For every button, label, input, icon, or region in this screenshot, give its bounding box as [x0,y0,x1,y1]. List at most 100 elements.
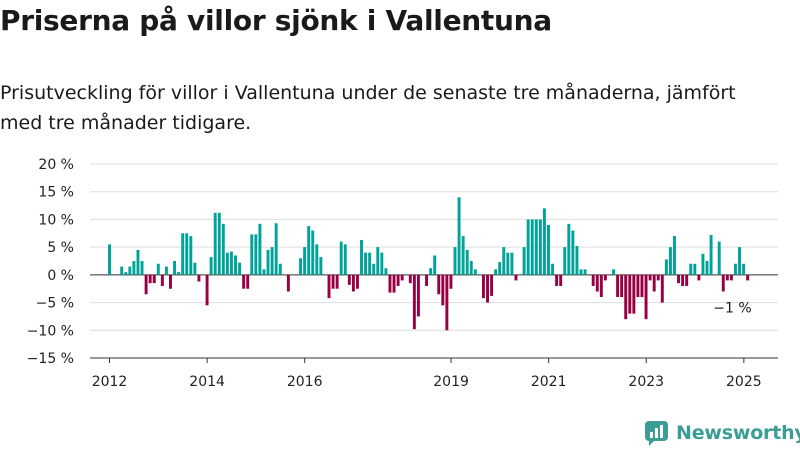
bar [738,247,741,275]
bar [258,223,262,275]
bar [437,274,441,295]
y-tick-label: −15 % [27,351,74,367]
bar [351,274,355,292]
bar [514,274,518,281]
bar [197,274,201,282]
y-tick-label: −5 % [36,296,74,312]
bar [729,274,733,281]
bar [181,233,185,275]
bar [445,274,449,331]
bar [721,274,725,292]
newsworthy-logo: Newsworthy [644,420,800,446]
bar [185,233,189,275]
y-tick-label: 0 % [47,268,74,284]
bar [217,212,221,275]
bar [640,274,644,298]
bar [177,272,181,275]
bar [559,274,563,286]
bar [368,252,372,275]
bar [652,274,656,292]
bar [307,226,311,275]
bar [319,257,323,275]
bar [502,247,506,275]
bar [229,251,233,275]
bar [160,274,164,286]
bar [140,261,144,275]
bar [547,224,550,275]
x-tick-label: 2016 [287,374,323,390]
bar [136,249,140,275]
x-tick-label: 2023 [628,374,664,390]
bar [481,274,485,299]
bar [668,247,672,275]
bar [538,219,542,275]
bar [384,268,388,275]
y-tick-label: 5 % [47,240,74,256]
bar [315,244,319,275]
bar [689,263,693,275]
bar [108,244,111,275]
bar [697,274,701,281]
bar [128,266,132,275]
bar [429,268,433,275]
bar [164,266,168,275]
bar [262,269,266,275]
bar [246,274,250,289]
bar [343,244,347,275]
bar [286,274,290,292]
bar [132,261,136,275]
bar [274,223,278,275]
bar [416,274,420,317]
bar [677,274,681,284]
bar [603,274,607,281]
bar [234,255,237,275]
bar [685,274,689,286]
bar [311,230,315,275]
bar [681,274,685,286]
bar [575,246,579,275]
newsworthy-logo-icon [645,421,668,446]
bar [469,261,473,275]
bar [510,252,514,275]
bar [441,274,445,306]
bar [660,274,664,303]
y-tick-label: 10 % [38,212,74,228]
bar [238,262,242,275]
x-tick-label: 2012 [92,374,128,390]
bar [193,262,197,275]
bar [709,234,713,275]
bar [331,274,335,289]
bar [591,274,595,286]
bar [376,247,380,275]
bar [534,219,538,275]
bar [449,274,453,289]
bar [473,269,477,275]
bar [551,263,555,275]
bar [579,269,583,275]
bar [347,274,351,285]
bar [746,274,750,281]
bar [664,259,668,275]
bar [205,274,209,306]
bar [372,263,376,275]
x-tick-label: 2021 [531,374,567,390]
bar [632,274,636,314]
bar [396,274,400,286]
bar [156,263,160,275]
bar [173,261,177,275]
bar [636,274,640,298]
bar [339,241,343,275]
bar [412,274,416,330]
bar [742,263,746,275]
bar [648,274,652,281]
bar [494,269,498,275]
y-axis: 20 % 15 % 10 % 5 % 0 % −5 % −10 % −15 % [27,157,74,367]
y-tick-label: 20 % [38,157,74,173]
bar [457,197,461,275]
bar [616,274,620,298]
bar [144,274,148,295]
bar [355,274,359,289]
bar [624,274,628,320]
bar [360,239,363,275]
bar [490,274,494,296]
